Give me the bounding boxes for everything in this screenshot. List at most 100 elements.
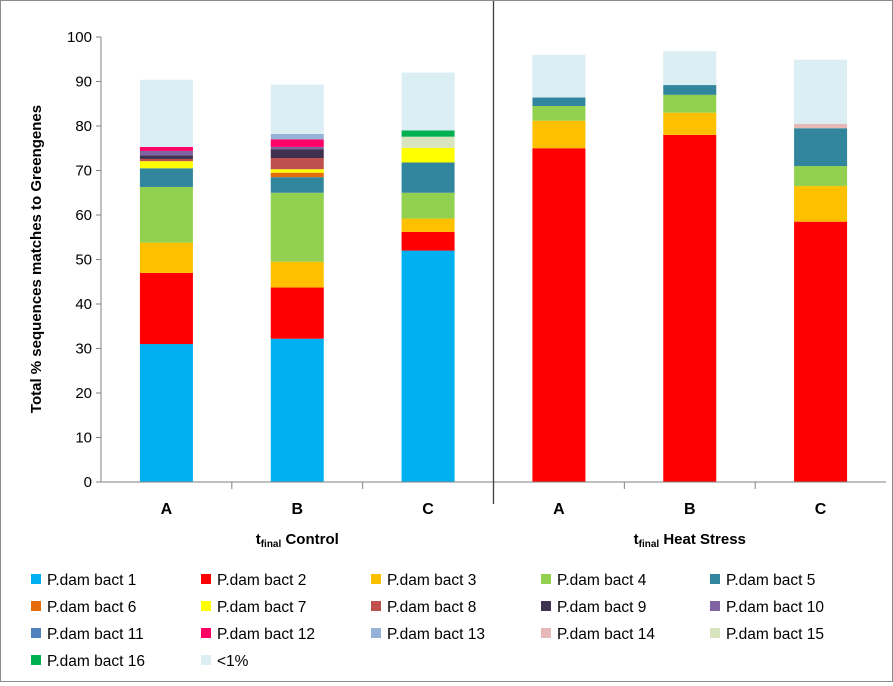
bar-segment: [270, 172, 324, 178]
bar-segment: [663, 112, 717, 135]
bar-segment: [139, 79, 193, 147]
group-label-subscript: final: [639, 539, 660, 550]
category-label: C: [422, 501, 434, 518]
legend-label: P.dam bact 12: [217, 626, 315, 643]
legend-label: P.dam bact 4: [557, 572, 647, 589]
bar-segment: [532, 120, 586, 149]
group-label-main: t: [256, 531, 261, 548]
group-label: tfinal Heat Stress: [634, 531, 746, 550]
bar-segment: [270, 158, 324, 170]
legend-label: P.dam bact 16: [47, 653, 145, 670]
bar-segment: [270, 169, 324, 173]
y-tick-label: 50: [75, 252, 92, 269]
bar-segment: [794, 123, 848, 129]
bar-segment: [532, 54, 586, 98]
y-tick-label: 60: [75, 207, 92, 224]
bar-segment: [401, 72, 455, 131]
bar-segment: [794, 221, 848, 483]
y-tick-label: 20: [75, 385, 92, 402]
legend-label: P.dam bact 5: [726, 572, 815, 589]
bar-segment: [532, 148, 586, 482]
bar-segment: [663, 85, 717, 95]
y-axis-label: Total % sequences matches to Greengenes: [28, 105, 45, 413]
legend-label: P.dam bact 6: [47, 599, 136, 616]
bar-segment: [270, 287, 324, 339]
category-label: A: [553, 501, 565, 518]
bar-segment: [270, 139, 324, 147]
legend-label: P.dam bact 1: [47, 572, 136, 589]
legend-swatch: [710, 574, 720, 584]
legend-swatch: [201, 574, 211, 584]
bar-segment: [794, 59, 848, 124]
bar-segment: [401, 250, 455, 482]
legend-swatch: [371, 601, 381, 611]
legend-label: P.dam bact 10: [726, 599, 824, 616]
bar-segment: [401, 136, 455, 148]
legend-swatch: [201, 655, 211, 665]
legend-swatch: [31, 601, 41, 611]
y-axis-ticks: 0 10 20 30 40 50 60 70 80 90 100: [67, 29, 101, 491]
category-label: B: [291, 501, 303, 518]
y-tick-label: 0: [84, 474, 92, 491]
y-tick-label: 40: [75, 296, 92, 313]
bar-segment: [663, 134, 717, 482]
bar-segment: [270, 149, 324, 159]
bar-segment: [270, 261, 324, 288]
bar-segment: [139, 161, 193, 169]
bar-segment: [532, 97, 586, 106]
bar-segment: [663, 51, 717, 86]
legend-swatch: [31, 655, 41, 665]
y-tick-label: 70: [75, 163, 92, 180]
y-tick-label: 30: [75, 341, 92, 358]
group-label-subscript: final: [261, 539, 282, 550]
legend-swatch: [201, 628, 211, 638]
bar-segment: [139, 168, 193, 187]
bar-segment: [139, 150, 193, 156]
category-label: C: [815, 501, 827, 518]
legend-swatch: [201, 601, 211, 611]
bar-segment: [270, 177, 324, 193]
bar-segment: [401, 130, 455, 137]
group-label-main: t: [634, 531, 639, 548]
bar-segment: [139, 242, 193, 273]
bar-segment: [139, 155, 193, 159]
bar-segment: [270, 84, 324, 135]
bar-segment: [794, 186, 848, 222]
bar-segment: [794, 128, 848, 167]
bar-segment: [794, 166, 848, 187]
legend-label: P.dam bact 7: [217, 599, 306, 616]
bar-segment: [270, 338, 324, 482]
bar-segment: [139, 344, 193, 482]
y-axis-label-group: Total % sequences matches to Greengenes: [28, 105, 45, 413]
bar-segment: [139, 146, 193, 151]
bar-segment: [270, 192, 324, 262]
legend-label: P.dam bact 3: [387, 572, 476, 589]
group-label-rest: Control: [281, 531, 339, 548]
legend-label: P.dam bact 2: [217, 572, 306, 589]
y-tick-label: 10: [75, 430, 92, 447]
bars: [139, 51, 848, 483]
group-labels: tfinal Control tfinal Heat Stress: [256, 531, 746, 550]
y-tick-label: 80: [75, 118, 92, 135]
y-tick-label: 100: [67, 29, 92, 46]
legend-label: P.dam bact 14: [557, 626, 655, 643]
legend-swatch: [541, 628, 551, 638]
bar-segment: [401, 192, 455, 219]
legend: P.dam bact 1 P.dam bact 2 P.dam bact 3 P.da…: [31, 572, 824, 670]
group-label: tfinal Control: [256, 531, 339, 550]
legend-label: P.dam bact 15: [726, 626, 824, 643]
legend-swatch: [371, 574, 381, 584]
bar-segment: [270, 146, 324, 150]
legend-swatch: [541, 601, 551, 611]
bar-segment: [401, 231, 455, 251]
category-label: B: [684, 501, 696, 518]
legend-label: <1%: [217, 653, 249, 670]
bar-segment: [401, 162, 455, 193]
legend-label: P.dam bact 11: [47, 626, 144, 643]
legend-swatch: [31, 628, 41, 638]
y-tick-label: 90: [75, 74, 92, 91]
bar-segment: [663, 94, 717, 113]
